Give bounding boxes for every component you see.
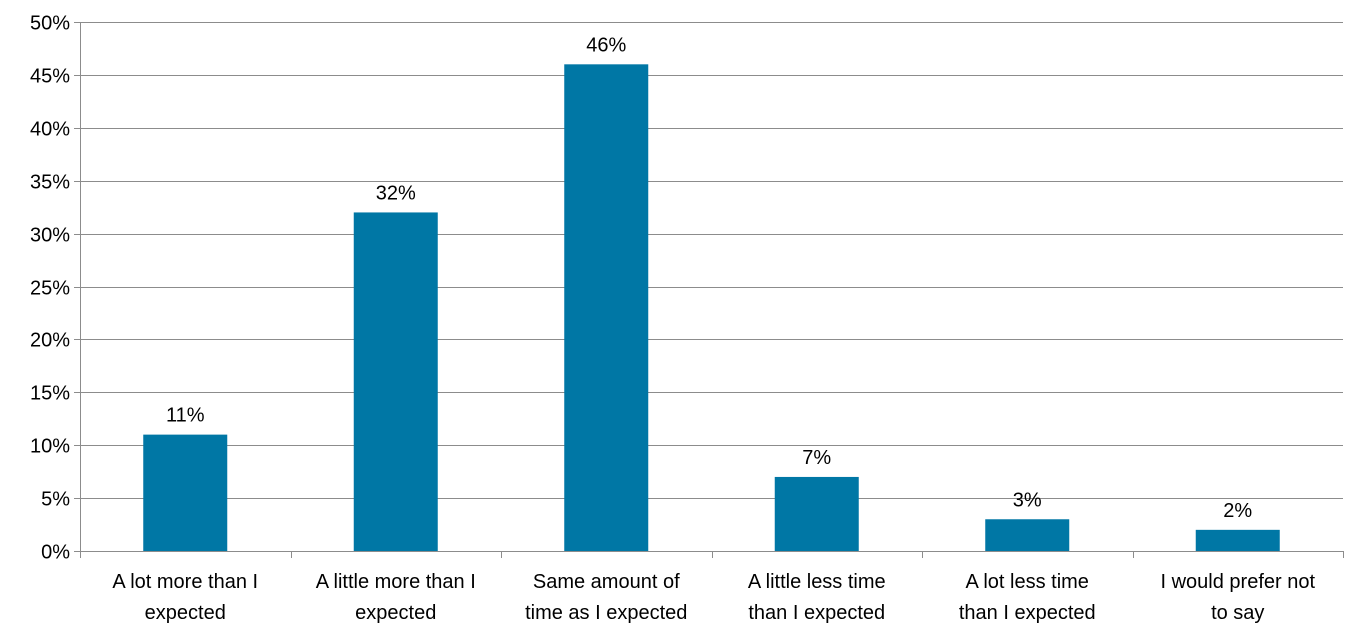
x-category-label: to say	[1211, 602, 1264, 624]
gridlines	[80, 22, 1343, 499]
bar	[774, 476, 859, 551]
x-category-label: A little less time	[748, 571, 886, 593]
x-category-label: expected	[355, 602, 436, 624]
y-tick-label: 10%	[30, 436, 70, 458]
axes	[74, 22, 1344, 558]
x-category-label: than I expected	[748, 602, 885, 624]
x-category-label: I would prefer not	[1160, 571, 1315, 593]
y-tick-label: 0%	[41, 542, 70, 564]
y-tick-label: 40%	[30, 119, 70, 141]
data-labels: 11% 32% 46% 7% 3% 2%	[166, 34, 1252, 522]
y-tick-label: 15%	[30, 383, 70, 405]
data-label: 46%	[586, 34, 626, 56]
bar	[985, 519, 1070, 551]
data-label: 11%	[166, 405, 205, 427]
x-category-label: Same amount of	[533, 571, 680, 593]
y-tick-label: 45%	[30, 66, 70, 88]
x-axis-category-labels: A lot more than I expected A little more t…	[112, 571, 1315, 624]
y-tick-label: 25%	[30, 278, 70, 300]
y-tick-label: 30%	[30, 225, 70, 247]
bar	[564, 64, 649, 551]
data-label: 7%	[802, 447, 831, 469]
data-label: 2%	[1223, 500, 1252, 522]
bar	[1195, 529, 1280, 551]
bar	[143, 434, 228, 551]
y-tick-label: 35%	[30, 172, 70, 194]
x-category-label: A lot more than I	[112, 571, 258, 593]
data-label: 32%	[376, 182, 416, 204]
y-axis-tick-labels: 0% 5% 10% 15% 20% 25% 30% 35% 40% 45% 50%	[30, 13, 70, 564]
y-tick-label: 20%	[30, 330, 70, 352]
x-category-label: than I expected	[959, 602, 1096, 624]
x-category-label: A lot less time	[966, 571, 1089, 593]
data-label: 3%	[1013, 489, 1042, 511]
bars	[143, 64, 1280, 551]
x-category-label: time as I expected	[525, 602, 687, 624]
x-category-label: A little more than I	[316, 571, 476, 593]
y-tick-label: 5%	[41, 489, 70, 511]
bar	[353, 212, 438, 551]
y-tick-label: 50%	[30, 13, 70, 35]
x-category-label: expected	[145, 602, 226, 624]
